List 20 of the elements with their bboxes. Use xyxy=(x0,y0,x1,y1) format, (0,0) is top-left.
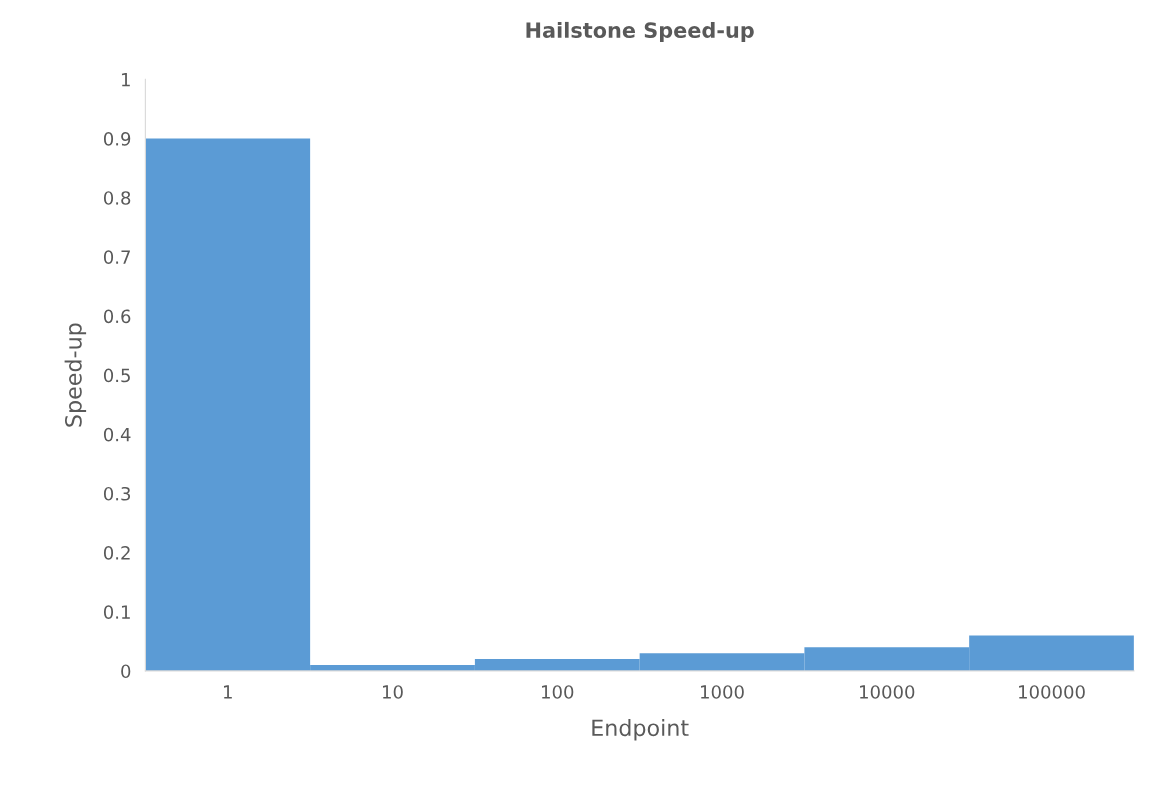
y-axis-title: Speed-up xyxy=(64,323,87,427)
y-tick-label: 0 xyxy=(121,664,131,679)
x-tick-label: 1000 xyxy=(701,685,744,699)
y-tick-label: 0.5 xyxy=(103,368,130,383)
y-tick-label: 0.7 xyxy=(103,250,130,264)
y-tick-label: 0.8 xyxy=(103,191,131,205)
x-tick-label: 10000 xyxy=(860,685,915,699)
x-tick-label: 100000 xyxy=(1019,685,1085,699)
x-axis-title: Endpoint xyxy=(592,718,689,741)
y-tick-label: 0.1 xyxy=(103,605,130,619)
y-tick-label: 0.4 xyxy=(103,427,131,442)
y-tick-label: 0.9 xyxy=(103,132,131,146)
y-tick-label: 1 xyxy=(121,73,130,87)
y-tick-label: 0.2 xyxy=(103,546,130,560)
x-tick-label: 1 xyxy=(223,685,232,699)
chart-title: Hailstone Speed-up xyxy=(526,21,754,43)
y-tick-label: 0.6 xyxy=(103,309,131,324)
x-tick-label: 10 xyxy=(383,685,403,699)
y-tick-label: 0.3 xyxy=(103,486,131,501)
x-tick-label: 100 xyxy=(542,685,574,699)
